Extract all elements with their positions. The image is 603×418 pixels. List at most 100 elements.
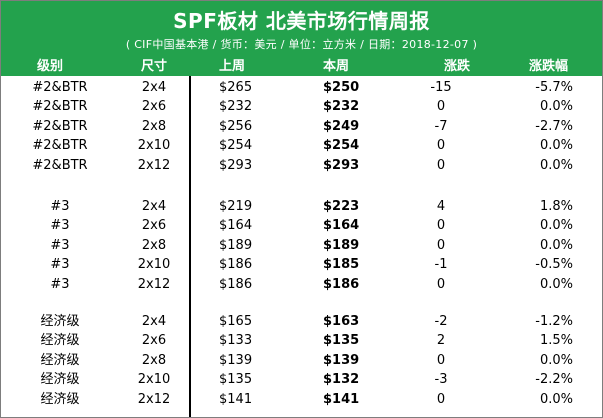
table-row: #2&BTR 2x4 $265 $250 -15 -5.7% — [1, 78, 602, 98]
change-percent: 0.0% — [539, 218, 573, 234]
prev-week-price: $135 — [219, 372, 253, 388]
size-cell: 2x10 — [137, 138, 171, 154]
change-percent: -0.5% — [535, 257, 573, 273]
this-week-price: $232 — [323, 99, 360, 115]
prev-week-price: $293 — [219, 157, 253, 173]
prev-week-price: $133 — [219, 333, 253, 349]
table-row: 经济级 2x10 $135 $132 -3 -2.2% — [1, 370, 602, 390]
report-subtitle: ( CIF中国基本港 / 货币：美元 / 单位：立方米 / 日期：2018-12… — [125, 38, 478, 51]
prev-week-price: $219 — [219, 199, 253, 214]
change-value: -2 — [434, 314, 448, 329]
prev-week-price: $165 — [219, 314, 253, 329]
table-row: #2&BTR 2x12 $293 $293 0 0.0% — [1, 156, 602, 176]
this-week-price: $189 — [323, 237, 360, 253]
size-cell: 2x4 — [141, 80, 167, 95]
table-row: 经济级 2x12 $141 $141 0 0.0% — [1, 390, 602, 410]
table-row: 经济级 2x8 $139 $139 0 0.0% — [1, 351, 602, 371]
change-percent: 0.0% — [539, 391, 573, 407]
change-percent: 0.0% — [539, 157, 573, 173]
size-cell: 2x8 — [141, 237, 167, 253]
prev-week-price: $265 — [219, 80, 253, 95]
change-value: 0 — [436, 157, 446, 173]
prev-week-price: $254 — [219, 138, 253, 154]
change-value: -3 — [434, 372, 448, 388]
grade-cell: #3 — [50, 276, 70, 292]
change-percent: 1.8% — [539, 199, 573, 214]
table-row: 经济级 2x6 $133 $135 2 1.5% — [1, 331, 602, 351]
header-this-week: 本周 — [323, 59, 350, 74]
prev-week-price: $141 — [219, 391, 253, 407]
grade-cell: #3 — [50, 257, 70, 273]
change-value: 0 — [436, 391, 446, 407]
change-percent: 0.0% — [539, 138, 573, 154]
change-value: 0 — [436, 138, 446, 154]
prev-week-price: $186 — [219, 257, 253, 273]
this-week-price: $250 — [323, 80, 360, 95]
change-value: 2 — [436, 333, 446, 349]
table-row: #2&BTR 2x10 $254 $254 0 0.0% — [1, 136, 602, 156]
this-week-price: $132 — [323, 372, 360, 388]
column-divider — [189, 76, 191, 417]
table-row: #3 2x8 $189 $189 0 0.0% — [1, 236, 602, 256]
this-week-price: $223 — [323, 199, 360, 214]
this-week-price: $185 — [323, 257, 360, 273]
grade-cell: 经济级 — [40, 314, 80, 329]
size-cell: 2x10 — [137, 372, 171, 388]
header-change-pct: 涨跌幅 — [529, 59, 569, 74]
size-cell: 2x8 — [141, 118, 167, 134]
this-week-price: $135 — [323, 333, 360, 349]
prev-week-price: $256 — [219, 118, 253, 134]
change-value: 0 — [436, 352, 446, 368]
grade-cell: #3 — [50, 237, 70, 253]
report-title: SPF板材 北美市场行情周报 — [173, 9, 430, 33]
this-week-price: $293 — [323, 157, 360, 173]
size-cell: 2x12 — [137, 391, 171, 407]
prev-week-price: $186 — [219, 276, 253, 292]
size-cell: 2x12 — [137, 276, 171, 292]
change-percent: 1.5% — [539, 333, 573, 349]
size-cell: 2x10 — [137, 257, 171, 273]
change-percent: 0.0% — [539, 276, 573, 292]
change-percent: 0.0% — [539, 352, 573, 368]
prev-week-price: $139 — [219, 352, 253, 368]
this-week-price: $186 — [323, 276, 360, 292]
change-value: -7 — [434, 118, 448, 134]
size-cell: 2x12 — [137, 157, 171, 173]
header-change: 涨跌 — [444, 59, 471, 74]
this-week-price: $163 — [323, 314, 360, 329]
this-week-price: $249 — [323, 118, 360, 134]
change-percent: -2.7% — [535, 118, 573, 134]
this-week-price: $141 — [323, 391, 360, 407]
this-week-price: $139 — [323, 352, 360, 368]
table-row: #3 2x10 $186 $185 -1 -0.5% — [1, 255, 602, 275]
this-week-price: $254 — [323, 138, 360, 154]
size-cell: 2x8 — [141, 352, 167, 368]
change-value: 0 — [436, 99, 446, 115]
grade-cell: #2&BTR — [32, 80, 88, 95]
prev-week-price: $232 — [219, 99, 253, 115]
header-grade: 级别 — [37, 59, 64, 74]
grade-cell: #2&BTR — [32, 138, 88, 154]
change-value: -15 — [430, 80, 452, 95]
size-cell: 2x6 — [141, 99, 167, 115]
size-cell: 2x4 — [141, 199, 167, 214]
grade-cell: #2&BTR — [32, 118, 88, 134]
table-row: #3 2x12 $186 $186 0 0.0% — [1, 275, 602, 295]
change-value: 0 — [436, 218, 446, 234]
change-percent: 0.0% — [539, 237, 573, 253]
change-value: -1 — [434, 257, 448, 273]
report-banner: SPF板材 北美市场行情周报 ( CIF中国基本港 / 货币：美元 / 单位：立… — [1, 1, 602, 76]
change-percent: -1.2% — [535, 314, 573, 329]
change-value: 0 — [436, 237, 446, 253]
grade-cell: 经济级 — [40, 352, 80, 368]
change-percent: 0.0% — [539, 99, 573, 115]
grade-cell: 经济级 — [40, 372, 80, 388]
change-percent: -5.7% — [535, 80, 573, 95]
table-row: #3 2x4 $219 $223 4 1.8% — [1, 197, 602, 217]
grade-cell: 经济级 — [40, 333, 80, 349]
change-percent: -2.2% — [535, 372, 573, 388]
change-value: 0 — [436, 276, 446, 292]
grade-cell: 经济级 — [40, 391, 80, 407]
table-header: 级别 尺寸 上周 本周 涨跌 涨跌幅 — [1, 58, 602, 76]
table-row: #2&BTR 2x6 $232 $232 0 0.0% — [1, 97, 602, 117]
